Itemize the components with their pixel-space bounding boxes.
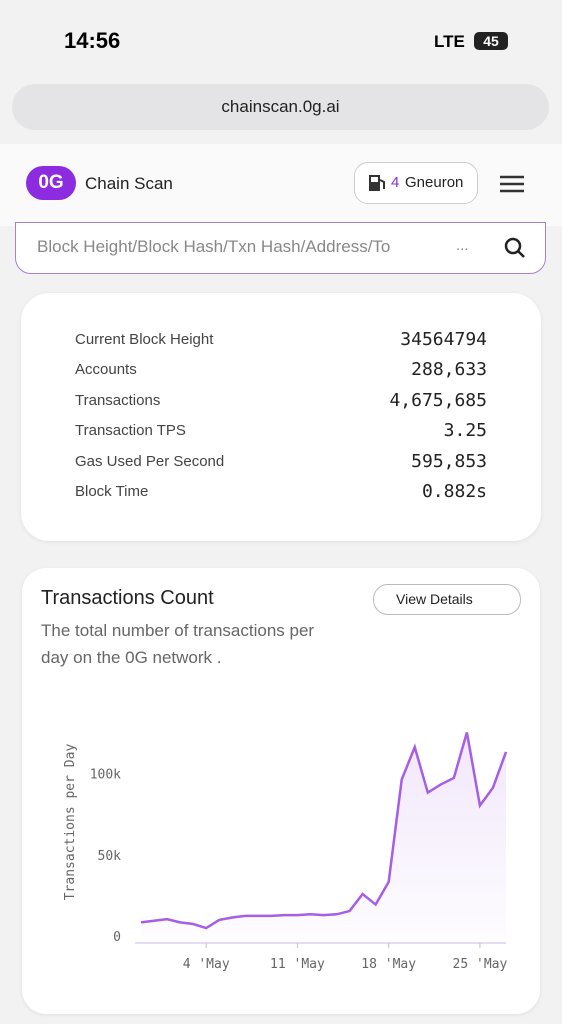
gas-icon (369, 175, 385, 191)
area (141, 732, 506, 937)
stat-row: Block Time 0.882s (75, 481, 487, 513)
stat-value: 34564794 (400, 329, 487, 350)
stat-label: Transactions (75, 391, 161, 409)
stat-label: Accounts (75, 361, 137, 379)
search-icon (504, 237, 525, 258)
stat-row: Transaction TPS 3.25 (75, 420, 487, 452)
x-tick-label: 18 'May (361, 957, 416, 972)
stat-row: Gas Used Per Second 595,853 (75, 450, 487, 483)
gas-unit: Gneuron (405, 174, 464, 191)
stat-value: 0.882s (421, 481, 487, 502)
chart-title: Transactions Count (41, 587, 214, 609)
x-tick-label: 11 'May (270, 957, 325, 972)
gas-button[interactable]: 4 Gneuron (354, 162, 478, 204)
x-tick-label: 25 'May (453, 957, 508, 972)
url-bar[interactable]: chainscan.0g.ai (12, 84, 549, 130)
stat-label: Block Time (75, 483, 149, 500)
line (140, 732, 508, 930)
brand: Chain Scan (85, 174, 173, 193)
x-tick-label: 4 'May (183, 957, 230, 972)
search-placeholder: Block Height/Block Hash/Txn Hash/Address… (37, 237, 391, 256)
menu-icon[interactable] (500, 174, 524, 194)
stat-row: Transactions 4,675,685 (75, 389, 487, 422)
y-axis-label: Transactions per Day (63, 744, 78, 901)
view-details-button[interactable]: View Details (373, 584, 521, 615)
stat-value: 4,675,685 (389, 389, 487, 411)
stat-label: Gas Used Per Second (75, 452, 225, 470)
stat-label: Current Block Height (75, 331, 214, 348)
search-more: ... (456, 237, 469, 254)
stat-row: Accounts 288,633 (75, 359, 487, 391)
gas-value: 4 (391, 174, 400, 191)
battery: 45 (474, 32, 508, 50)
search-bar[interactable]: Block Height/Block Hash/Txn Hash/Address… (15, 222, 546, 274)
stat-label: Transaction TPS (75, 422, 186, 440)
stat-row: Current Block Height 34564794 (75, 329, 487, 361)
url: chainscan.0g.ai (221, 97, 340, 116)
network: LTE (434, 32, 465, 51)
stat-value: 595,853 (411, 450, 487, 472)
stat-value: 288,633 (411, 359, 487, 381)
y-tick-label: 50k (98, 849, 122, 864)
stat-value: 3.25 (443, 420, 487, 442)
y-tick-label: 100k (90, 768, 121, 783)
logo[interactable]: 0G (26, 166, 76, 200)
y-tick-label: 0 (113, 930, 121, 945)
time: 14:56 (64, 28, 121, 53)
chart-subtitle: The total number of transactions per day… (41, 621, 315, 667)
header: 0G Chain Scan 4 Gneuron (0, 144, 562, 226)
stats-card: Current Block Height 34564794 Accounts 288,… (21, 293, 541, 541)
